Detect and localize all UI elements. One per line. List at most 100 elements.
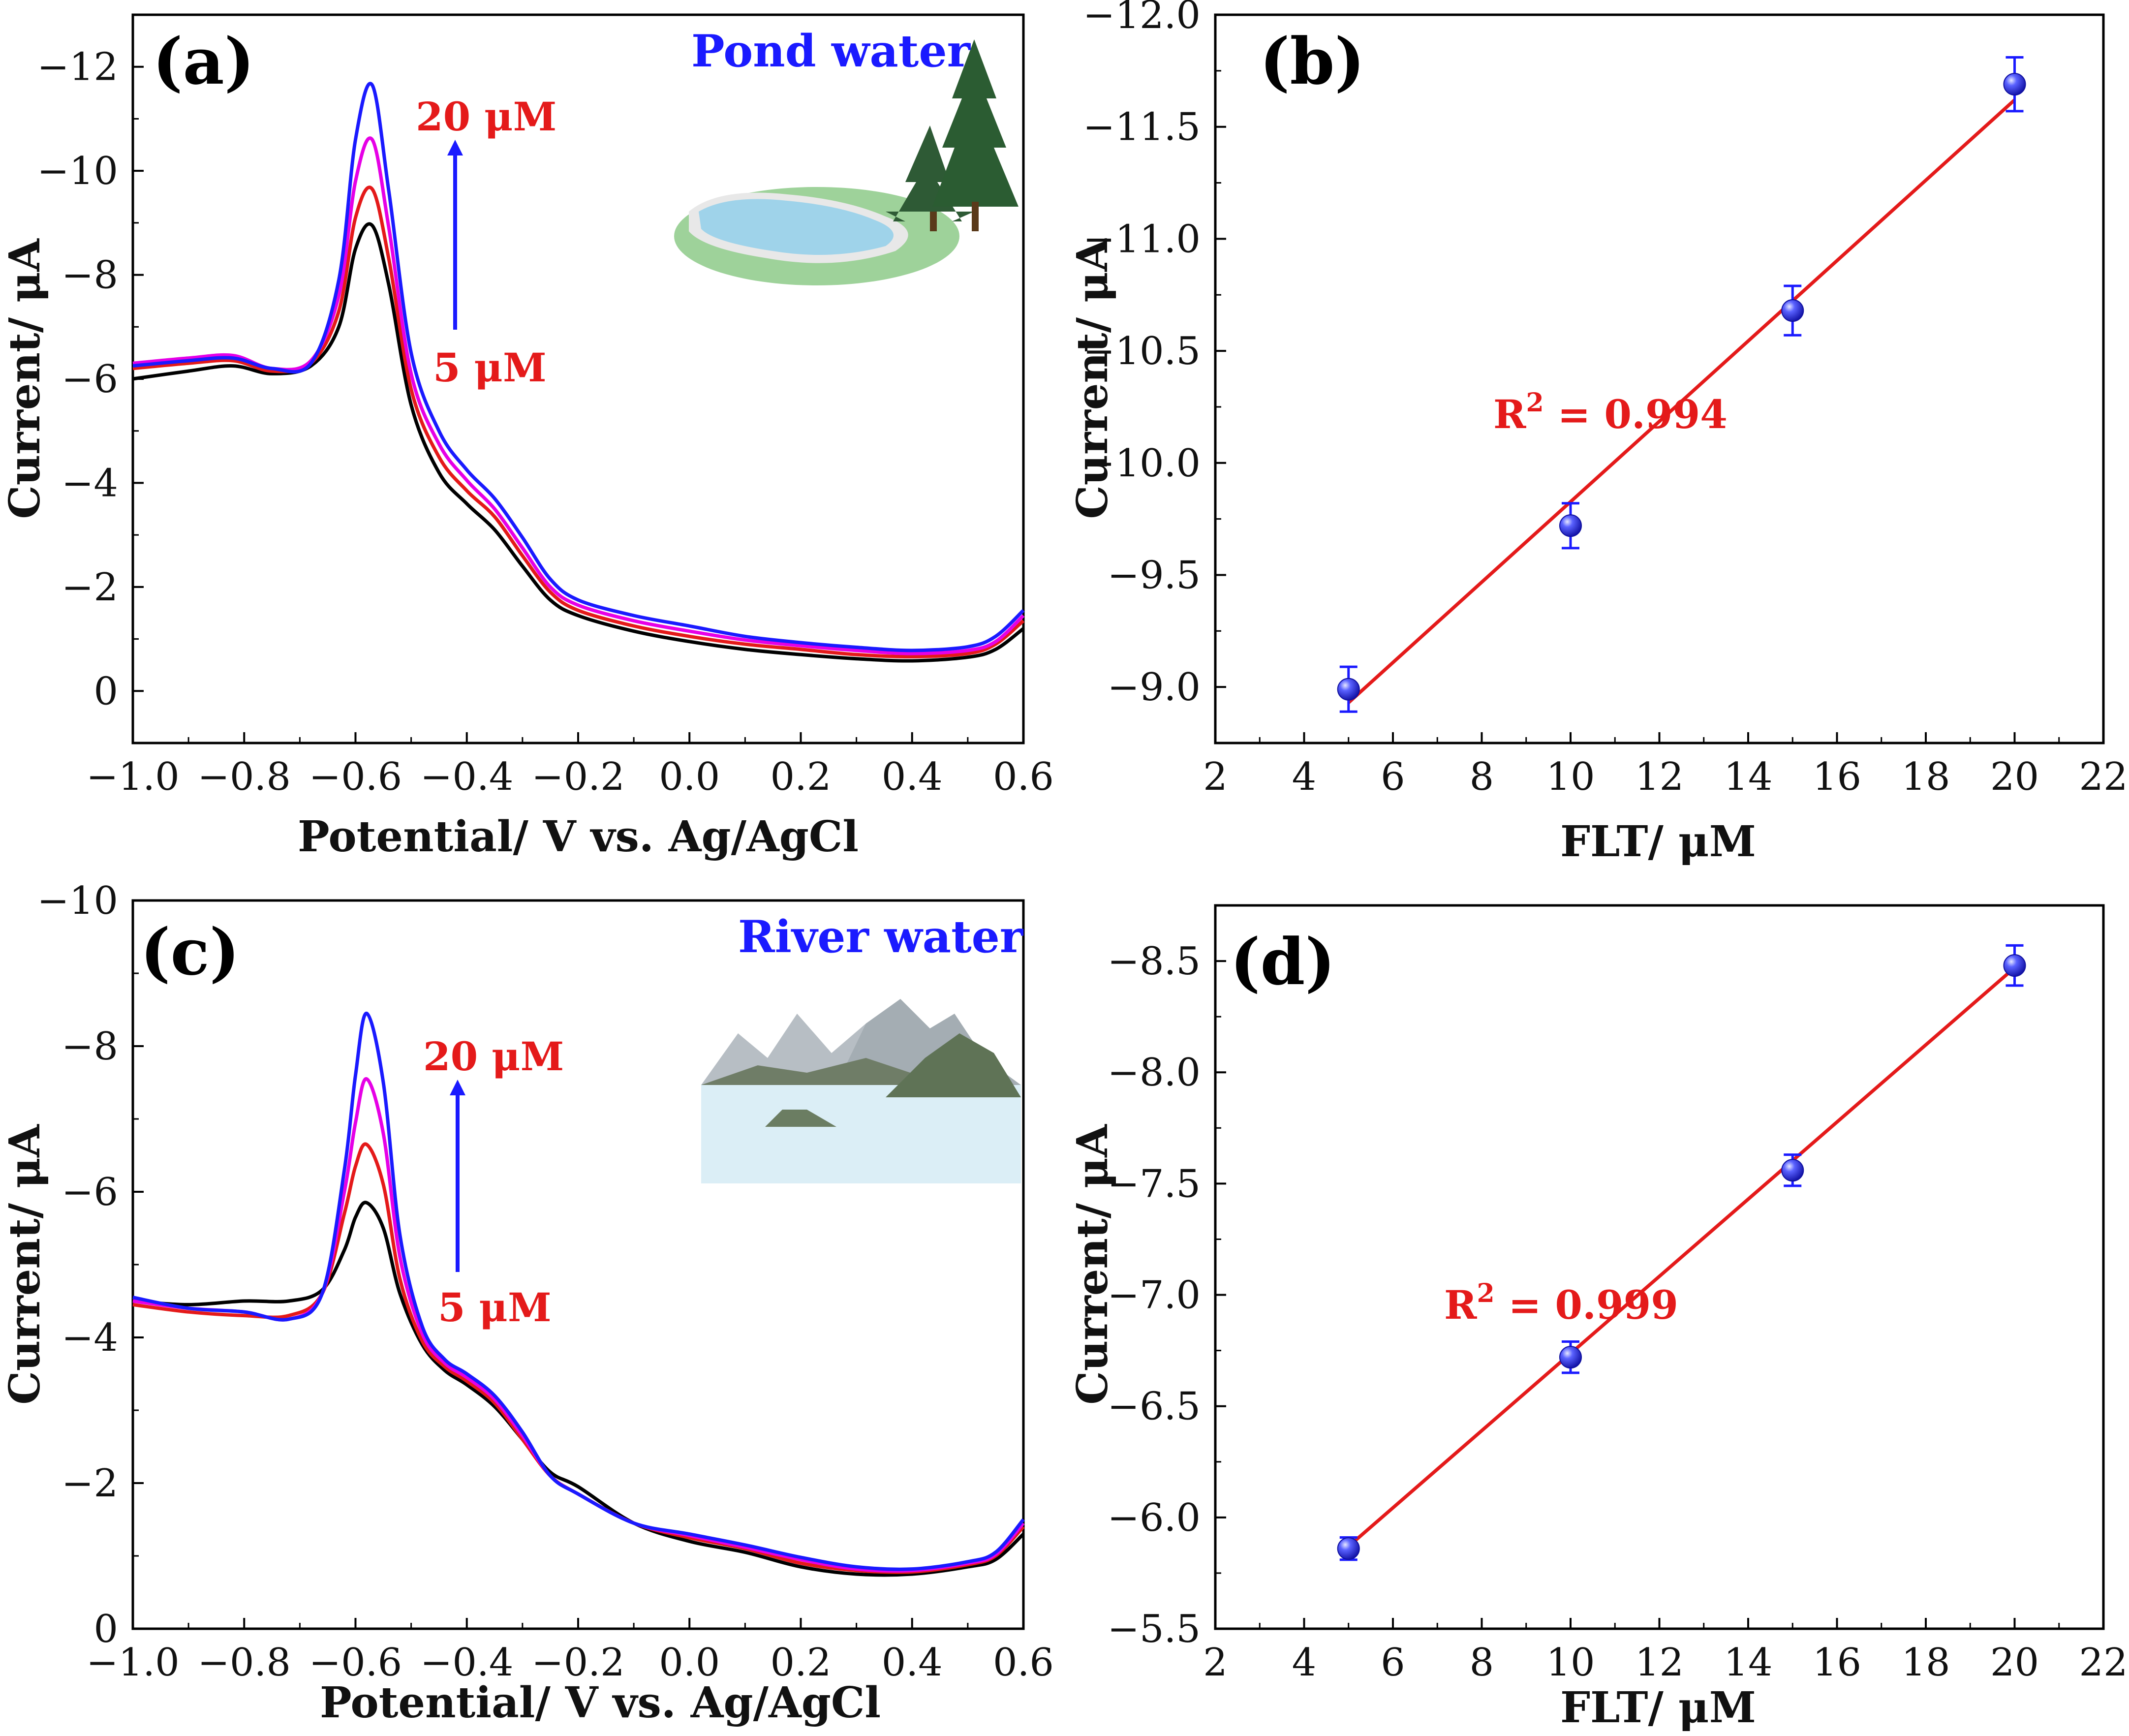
panel-c-x-tick-label: 0.0: [659, 1641, 720, 1685]
panel-b-x-axis-label: FLT/ μM: [1560, 817, 1756, 867]
panel-a-x-tick-label: −0.6: [309, 755, 402, 799]
panel-d-y-tick-label: −8.5: [1108, 939, 1201, 984]
panel-b-y-tick-label: −10.5: [1083, 329, 1201, 373]
panel-d-data-point: [2003, 954, 2026, 977]
panel-d-x-tick-label: 2: [1203, 1641, 1228, 1685]
panel-c-x-tick-label: −0.4: [420, 1641, 513, 1685]
panel-d-y-tick-label: −6.5: [1108, 1385, 1201, 1429]
panel-d-r2-value: = 0.999: [1495, 1282, 1678, 1328]
panel-c-series-line: [132, 1142, 1025, 1574]
panel-c-x-tick-label: −1.0: [86, 1641, 179, 1685]
panel-b-r2-value: = 0.994: [1544, 391, 1728, 437]
panel-b-x-tick-label: 8: [1470, 755, 1494, 799]
panel-b-fit-line: [1347, 98, 2016, 704]
panel-d-x-axis-label: FLT/ μM: [1560, 1683, 1756, 1733]
panel-a-y-tick-label: −10: [37, 149, 118, 193]
panel-b-x-tick-label: 18: [1901, 755, 1950, 799]
panel-c-y-tick-label: −10: [37, 879, 118, 923]
panel-b-x-tick-label: 6: [1381, 755, 1405, 799]
panel-b-data-point: [1559, 514, 1582, 537]
panel-c-x-tick-label: 0.2: [770, 1641, 831, 1685]
panel-a-low-conc-label: 5 μM: [433, 344, 547, 391]
panel-d-x-tick-label: 18: [1901, 1641, 1950, 1685]
panel-b-y-tick-label: −12.0: [1083, 0, 1201, 37]
panel-b-data-point: [1781, 299, 1804, 322]
panel-b-x-tick-label: 2: [1203, 755, 1228, 799]
panel-d-x-tick-label: 6: [1381, 1641, 1405, 1685]
panel-c-label: (c): [140, 914, 240, 990]
panel-c-x-tick-label: −0.2: [531, 1641, 624, 1685]
panel-a-x-tick-label: −1.0: [86, 755, 179, 799]
panel-d-r2-label: R2 = 0.999: [1444, 1278, 1678, 1328]
panel-c-sample-label: River water: [738, 911, 1024, 963]
panel-d-y-tick-label: −8.0: [1108, 1051, 1201, 1095]
panel-c-x-tick-label: −0.8: [198, 1641, 291, 1685]
panel-c-series-line: [132, 1201, 1025, 1577]
panel-d-label: (d): [1230, 924, 1335, 999]
panel-b-y-tick-label: −9.5: [1108, 553, 1201, 597]
panel-a-y-axis-label: Current/ μA: [0, 238, 50, 519]
panel-d-x-tick-label: 14: [1724, 1641, 1772, 1685]
panel-a-series-line: [132, 222, 1025, 663]
pond-illustration: [674, 39, 1018, 285]
panel-a-x-axis-label: Potential/ V vs. Ag/AgCl: [298, 812, 859, 862]
panel-a-y-tick-label: −8: [62, 253, 118, 298]
panel-a-y-tick-label: −6: [62, 357, 118, 402]
panel-c-series-line: [132, 1011, 1025, 1571]
panel-b-r2-exp: 2: [1526, 388, 1543, 418]
panel-a-high-conc-label: 20 μM: [416, 93, 556, 140]
panel-a-x-tick-label: 0.2: [770, 755, 831, 799]
panel-d-x-tick-label: 20: [1990, 1641, 2039, 1685]
river-illustration: [701, 999, 1021, 1183]
panel-b-r2-label: R2 = 0.994: [1493, 388, 1728, 437]
panel-c-y-tick-label: 0: [93, 1607, 118, 1651]
panel-c-x-tick-label: 0.4: [882, 1641, 943, 1685]
panel-a-x-tick-label: −0.8: [198, 755, 291, 799]
panel-d-y-tick-label: −7.5: [1108, 1162, 1201, 1206]
panel-b-x-tick-label: 10: [1546, 755, 1595, 799]
panel-a-frame: [131, 13, 1025, 744]
panel-a-x-tick-label: −0.2: [531, 755, 624, 799]
panel-d-fit-line: [1347, 966, 2016, 1548]
panel-b-data-point: [1337, 678, 1360, 701]
panel-b-y-axis-label: Current/ μA: [1068, 238, 1117, 519]
panel-b-x-tick-label: 12: [1635, 755, 1684, 799]
panel-b-y-tick-label: −11.0: [1083, 217, 1201, 261]
panel-c-y-tick-label: −4: [62, 1316, 118, 1360]
panel-d-x-tick-label: 4: [1292, 1641, 1317, 1685]
panel-c-y-tick-label: −8: [62, 1024, 118, 1069]
panel-c-x-tick-label: 0.6: [993, 1641, 1054, 1685]
panel-b-y-tick-label: −11.5: [1083, 105, 1201, 150]
panel-b-r2-prefix: R: [1493, 391, 1526, 437]
panel-c-high-conc-label: 20 μM: [423, 1033, 564, 1080]
panel-c-y-tick-label: −2: [62, 1461, 118, 1506]
panel-d-r2-prefix: R: [1444, 1282, 1477, 1328]
panel-d-x-tick-label: 8: [1470, 1641, 1494, 1685]
panel-b-x-tick-label: 4: [1292, 755, 1317, 799]
panel-b-frame: [1214, 13, 2105, 744]
panel-d-x-tick-label: 22: [2079, 1641, 2128, 1685]
panel-a-x-tick-label: 0.4: [882, 755, 943, 799]
panel-a-x-tick-label: −0.4: [420, 755, 513, 799]
panel-d-data-point: [1337, 1537, 1360, 1560]
panel-b-y-tick-label: −10.0: [1083, 441, 1201, 486]
panel-c-x-tick-label: −0.6: [309, 1641, 402, 1685]
panel-d-y-axis-label: Current/ μA: [1068, 1124, 1117, 1405]
panel-a-y-tick-label: −12: [37, 45, 118, 90]
panel-d-y-tick-label: −7.0: [1108, 1273, 1201, 1318]
panel-d-data-point: [1559, 1346, 1582, 1369]
panel-a-y-tick-label: −4: [62, 461, 118, 505]
panel-a-sample-label: Pond water: [691, 25, 971, 77]
panel-a-y-tick-label: 0: [93, 669, 118, 713]
panel-a-series-line: [132, 82, 1025, 652]
panel-d-x-tick-label: 12: [1635, 1641, 1684, 1685]
panel-a-x-tick-label: 0.6: [993, 755, 1054, 799]
panel-c-low-conc-label: 5 μM: [438, 1284, 552, 1331]
panel-c-x-axis-label: Potential/ V vs. Ag/AgCl: [320, 1678, 881, 1728]
panel-c-y-axis-label: Current/ μA: [0, 1124, 50, 1405]
panel-d-x-tick-label: 16: [1813, 1641, 1861, 1685]
panel-d-y-tick-label: −5.5: [1108, 1607, 1201, 1651]
panel-b-y-tick-label: −9.0: [1108, 665, 1201, 710]
panel-b-label: (b): [1260, 24, 1365, 99]
